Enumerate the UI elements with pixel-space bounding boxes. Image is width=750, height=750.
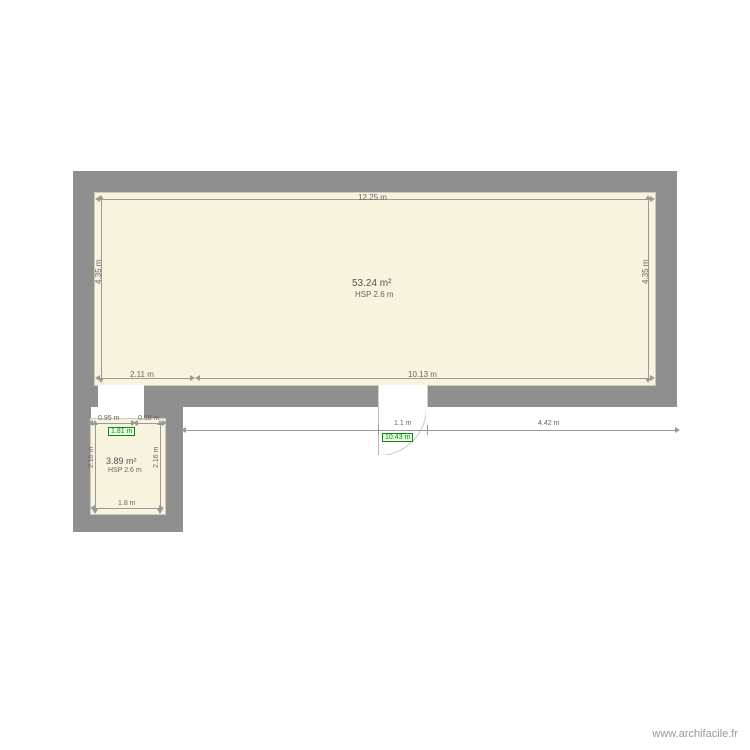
wall-outer-top [73, 171, 677, 193]
main-room-area: 53.24 m² [352, 278, 391, 289]
wall-outer-bottom [73, 385, 677, 407]
dim-main-left: 4.35 m [94, 260, 103, 284]
dim-small-left: 2.16 m [88, 447, 95, 468]
door-swing [378, 407, 426, 455]
floor-plan-canvas: 12.25 m 4.35 m 4.35 m 2.11 m 10.13 m 53.… [0, 0, 750, 750]
ext-center-label: 10.43 m [382, 433, 413, 442]
dim-small-tl: 0.95 m [98, 415, 119, 422]
main-room-hsp: HSP 2.6 m [355, 290, 394, 299]
opening-main-to-small [98, 385, 144, 407]
dim-small-bottom: 1.8 m [118, 500, 136, 507]
watermark: www.archifacile.fr [652, 728, 738, 740]
wall-outer-right [655, 171, 677, 407]
dim-main-br: 10.13 m [408, 370, 437, 379]
small-room-area: 3.89 m² [106, 456, 137, 466]
dim-small-right: 2.16 m [153, 447, 160, 468]
wall-small-bottom [73, 514, 183, 532]
small-room-hsp: HSP 2.6 m [108, 467, 142, 474]
ext-right-span: 4.42 m [538, 420, 559, 427]
wall-outer-left [73, 171, 95, 407]
ext-left-span: 1.1 m [394, 420, 412, 427]
small-door-label: 1.81 m [108, 427, 135, 436]
room-main[interactable] [95, 193, 655, 385]
dim-main-bl: 2.11 m [130, 370, 154, 379]
dim-main-top: 12.25 m [358, 193, 387, 202]
dim-main-right: 4.35 m [641, 260, 650, 284]
